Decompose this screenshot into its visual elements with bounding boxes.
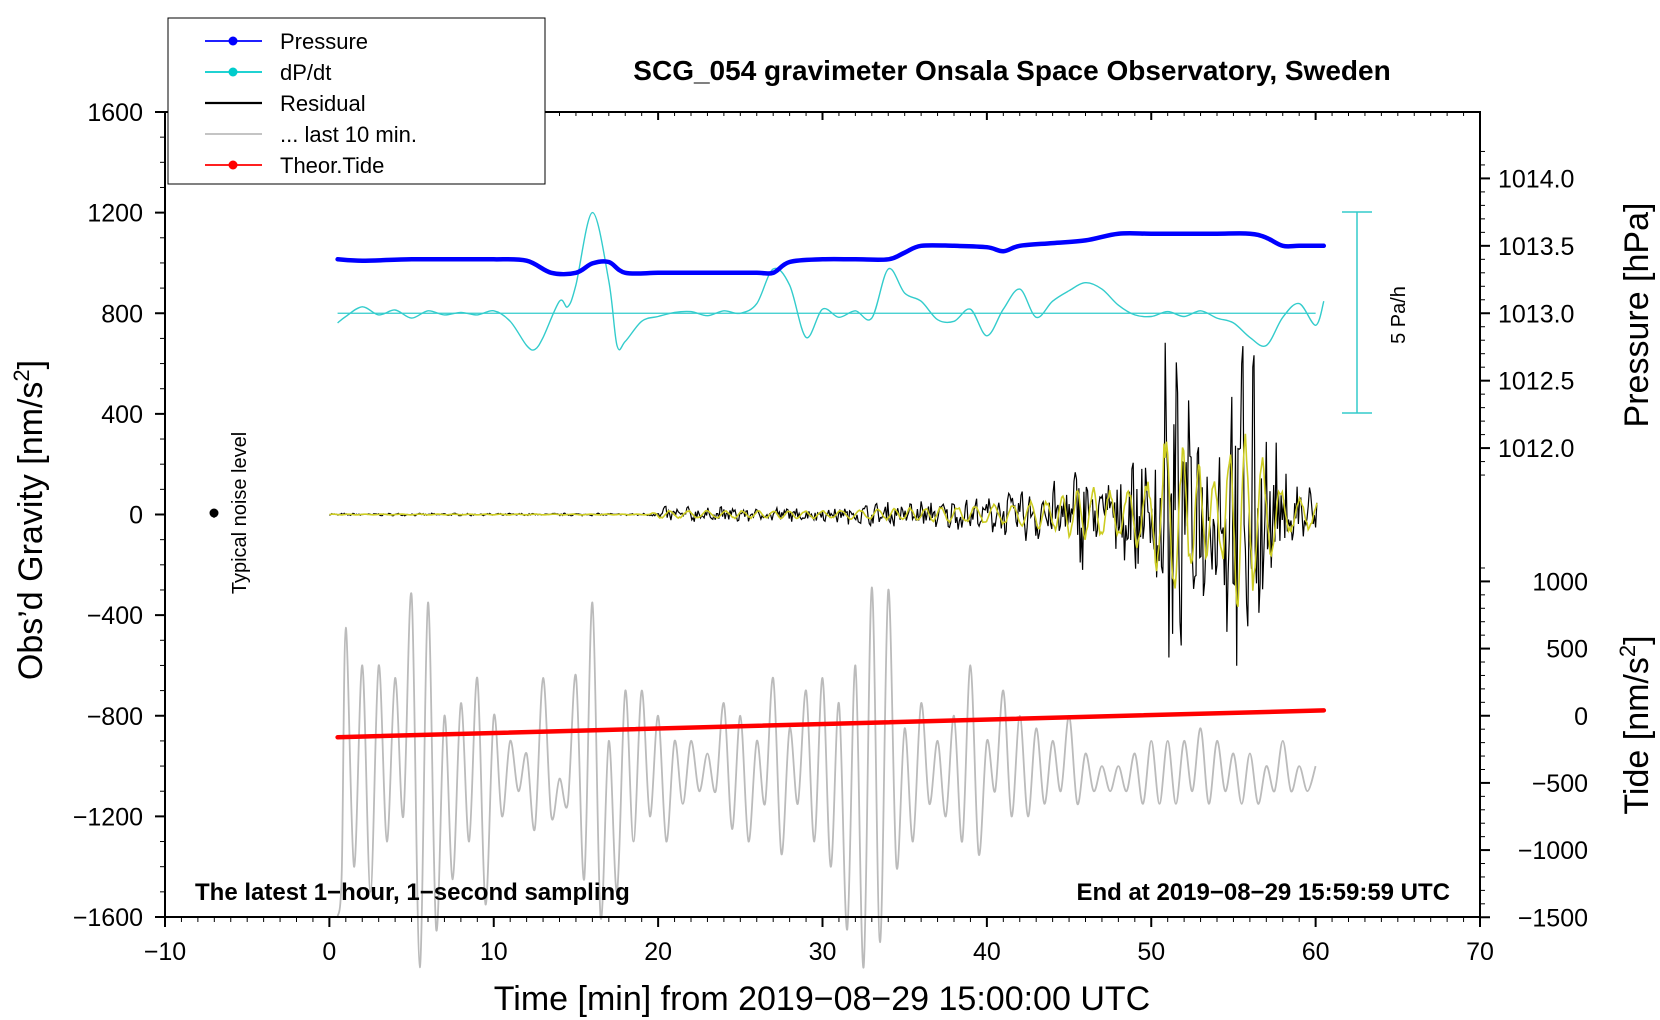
legend-label: Pressure (280, 29, 368, 54)
y-axis-label-gravity-text: Obs’d Gravity [nm/s (12, 382, 50, 681)
x-tick-label: 70 (1466, 938, 1494, 966)
dpdt-scale-label: 5 Pa/h (1388, 286, 1410, 344)
legend-swatch-marker (228, 36, 238, 46)
legend-item: ... last 10 min. (205, 122, 417, 147)
y-axis-label-tide: Tide [nm/s2] (1615, 635, 1656, 814)
y-axis-label-gravity-close: ] (12, 360, 50, 369)
x-tick-label: 20 (644, 938, 672, 966)
chart-title: SCG_054 gravimeter Onsala Space Observat… (633, 55, 1390, 86)
legend-item: Theor.Tide (205, 153, 384, 178)
legend: Pressure dP/dt Residual ... last 10 min. The… (167, 17, 546, 185)
note-end-time: End at 2019−08−29 15:59:59 UTC (1076, 879, 1450, 906)
legend-item: Residual (205, 91, 366, 116)
y-tick-label: −400 (87, 602, 143, 630)
tide-tick-label: −500 (1532, 770, 1588, 798)
tide-tick-label: 1000 (1532, 568, 1588, 596)
theor-tide-line (335, 708, 1327, 740)
noise-level-indicator: Typical noise level (209, 432, 251, 594)
x-axis-label: Time [min] from 2019−08−29 15:00:00 UTC (494, 980, 1150, 1018)
y-tick-label: −800 (87, 703, 143, 731)
legend-rows: Pressure dP/dt Residual ... last 10 min. The… (205, 29, 417, 178)
y-tick-label: 1600 (87, 99, 143, 127)
x-tick-label: 30 (809, 938, 837, 966)
legend-label: ... last 10 min. (280, 122, 417, 147)
y-axis-label-pressure: Pressure [hPa] (1618, 203, 1656, 428)
y-axis-label-gravity: Obs’d Gravity [nm/s2] (9, 360, 50, 680)
y-tick-label: 0 (129, 502, 143, 530)
y-tick-label: 1200 (87, 200, 143, 228)
tide-tick-label: −1500 (1518, 904, 1588, 932)
pressure-tick-label: 1014.0 (1498, 165, 1574, 193)
noise-level-dot (209, 508, 219, 518)
pressure-line (335, 230, 1327, 277)
y-axis-label-tide-text: Tide [nm/s (1618, 657, 1656, 814)
legend-box (167, 17, 546, 185)
legend-item: dP/dt (205, 60, 331, 85)
y-axis-label-tide-sup: 2 (1615, 645, 1640, 657)
y-axis-label-gravity-sup: 2 (9, 369, 34, 381)
dpdt-scale-bar: 5 Pa/h (1342, 211, 1410, 414)
tide-tick-label: −1000 (1518, 837, 1588, 865)
residual-filtered-line (329, 433, 1318, 607)
noise-level-label: Typical noise level (229, 432, 251, 594)
y-tick-label: 800 (101, 300, 143, 328)
legend-label: Residual (280, 91, 366, 116)
pressure-tick-label: 1012.0 (1498, 435, 1574, 463)
y-tick-label: 400 (101, 401, 143, 429)
tide-tick-label: 500 (1546, 636, 1588, 664)
residual-line (329, 342, 1318, 666)
x-tick-label: 0 (322, 938, 336, 966)
y-tick-label: −1600 (73, 904, 143, 932)
pressure-tick-label: 1013.5 (1498, 233, 1574, 261)
y-tick-label: −1200 (73, 803, 143, 831)
legend-swatch-marker (228, 160, 238, 170)
legend-swatch-marker (228, 67, 238, 77)
x-tick-label: 50 (1137, 938, 1165, 966)
x-tick-label: 60 (1302, 938, 1330, 966)
legend-item: Pressure (205, 29, 368, 54)
y-axis-label-tide-close: ] (1618, 635, 1656, 644)
note-latest-hour: The latest 1−hour, 1−second sampling (195, 879, 630, 906)
dpdt-line (337, 211, 1325, 351)
axes-layer: −10 0 10 20 30 40 50 60 70 −1600 −1200 −800 −400 0 400… (73, 99, 1588, 966)
legend-label: dP/dt (280, 60, 331, 85)
legend-label: Theor.Tide (280, 153, 384, 178)
series-layer (329, 211, 1327, 969)
tide-tick-label: 0 (1574, 703, 1588, 731)
pressure-tick-label: 1012.5 (1498, 368, 1574, 396)
x-tick-label: 40 (973, 938, 1001, 966)
pressure-tick-label: 1013.0 (1498, 300, 1574, 328)
x-tick-label: 10 (480, 938, 508, 966)
x-tick-label: −10 (144, 938, 186, 966)
